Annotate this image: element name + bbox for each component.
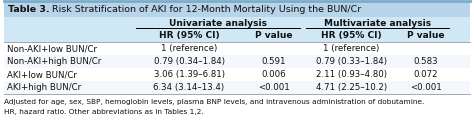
Text: AKI+low BUN/Cr: AKI+low BUN/Cr [7,70,77,79]
Text: 6.34 (3.14–13.4): 6.34 (3.14–13.4) [154,83,225,92]
Bar [4,17,470,29]
Text: Univariate analysis: Univariate analysis [169,18,267,28]
Text: 0.072: 0.072 [414,70,438,79]
Text: Non-AKI+high BUN/Cr: Non-AKI+high BUN/Cr [7,57,101,66]
Text: 1 (reference): 1 (reference) [323,44,380,53]
Text: 0.79 (0.34–1.84): 0.79 (0.34–1.84) [154,57,225,66]
Text: 0.79 (0.33–1.84): 0.79 (0.33–1.84) [316,57,387,66]
Bar [4,42,470,55]
Text: 4.71 (2.25–10.2): 4.71 (2.25–10.2) [316,83,387,92]
Text: 1 (reference): 1 (reference) [161,44,217,53]
Text: <0.001: <0.001 [410,83,442,92]
Bar [4,1,470,17]
Text: Adjusted for age, sex, SBP, hemoglobin levels, plasma BNP levels, and intravenou: Adjusted for age, sex, SBP, hemoglobin l… [4,99,424,105]
Text: AKI+high BUN/Cr: AKI+high BUN/Cr [7,83,81,92]
Text: Non-AKI+low BUN/Cr: Non-AKI+low BUN/Cr [7,44,97,53]
Text: 0.583: 0.583 [414,57,438,66]
Text: HR, hazard ratio. Other abbreviations as in Tables 1,2.: HR, hazard ratio. Other abbreviations as… [4,109,204,115]
Bar [4,68,470,81]
Text: 3.06 (1.39–6.81): 3.06 (1.39–6.81) [154,70,225,79]
Text: 0.006: 0.006 [262,70,286,79]
Text: Table 3.: Table 3. [8,4,50,14]
Bar [4,55,470,68]
Text: HR (95% CI): HR (95% CI) [321,31,382,40]
Text: <0.001: <0.001 [258,83,290,92]
Text: 2.11 (0.93–4.80): 2.11 (0.93–4.80) [316,70,387,79]
Text: Risk Stratification of AKI for 12-Month Mortality Using the BUN/Cr: Risk Stratification of AKI for 12-Month … [46,4,361,14]
Text: 0.591: 0.591 [262,57,286,66]
Text: P value: P value [407,31,445,40]
Text: Multivariate analysis: Multivariate analysis [324,18,431,28]
Text: P value: P value [255,31,293,40]
Bar [4,81,470,94]
Bar [4,29,470,42]
Text: HR (95% CI): HR (95% CI) [159,31,219,40]
